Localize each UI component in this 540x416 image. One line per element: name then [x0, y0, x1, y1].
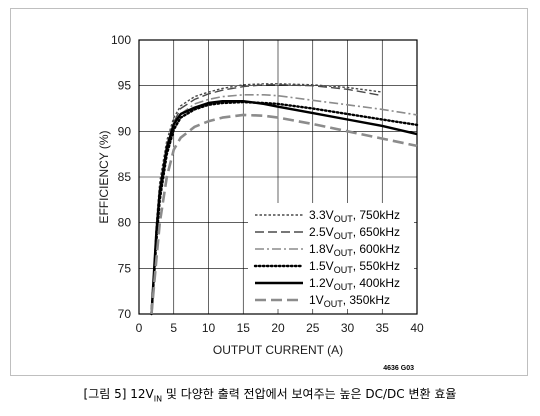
series-lines	[150, 83, 419, 316]
series-line	[150, 83, 383, 315]
y-axis-label: EFFICIENCY (%)	[97, 130, 111, 223]
legend-label: 1.2VOUT, 400kHz	[309, 276, 400, 292]
caption-subscript: IN	[153, 394, 163, 404]
y-tick-label: 80	[118, 216, 132, 230]
figure-frame	[10, 8, 528, 376]
y-tick-label: 100	[111, 33, 131, 47]
y-tick-label: 85	[118, 170, 132, 184]
legend-label: 1.5VOUT, 550kHz	[309, 259, 400, 275]
plot-area-border	[138, 39, 418, 315]
y-tick-label: 95	[118, 79, 132, 93]
x-tick-label: 10	[202, 321, 216, 335]
x-tick-label: 35	[376, 321, 390, 335]
x-tick-label: 25	[306, 321, 320, 335]
x-tick-label: 5	[170, 321, 177, 335]
x-tick-label: 0	[136, 321, 143, 335]
x-tick-label: 20	[271, 321, 285, 335]
series-line	[150, 113, 418, 315]
x-axis-label: OUTPUT CURRENT (A)	[213, 343, 343, 357]
legend-background	[248, 203, 414, 309]
y-tick-label: 75	[118, 261, 132, 275]
y-tick-label: 90	[118, 124, 132, 138]
caption-suffix: 및 다양한 출력 전압에서 보여주는 높은 DC/DC 변환 효율	[162, 387, 457, 401]
legend-label: 3.3VOUT, 750kHz	[309, 208, 400, 224]
legend-label: 2.5VOUT, 650kHz	[309, 225, 400, 241]
series-line	[150, 99, 418, 315]
x-tick-label: 40	[410, 321, 424, 335]
efficiency-chart: 0 5 10 15 20 25 30 35 40 70 75 80 85 90 95 100 3.3VOUT,…	[97, 33, 424, 372]
x-tick-label: 30	[341, 321, 355, 335]
figure-caption: [그림 5] 12VIN 및 다양한 출력 전압에서 보여주는 높은 DC/DC…	[0, 385, 540, 403]
series-line	[150, 100, 419, 316]
y-tick-label: 70	[118, 307, 132, 321]
tick-labels: 0 5 10 15 20 25 30 35 40 70 75 80 85 90 95 100	[111, 33, 424, 335]
x-tick-label: 15	[237, 321, 251, 335]
figure-code: 4636 G03	[383, 365, 414, 372]
caption-prefix: [그림 5] 12V	[83, 387, 154, 401]
legend-label: 1.8VOUT, 600kHz	[309, 242, 400, 258]
legend-label: 1VOUT, 350kHz	[309, 293, 390, 309]
